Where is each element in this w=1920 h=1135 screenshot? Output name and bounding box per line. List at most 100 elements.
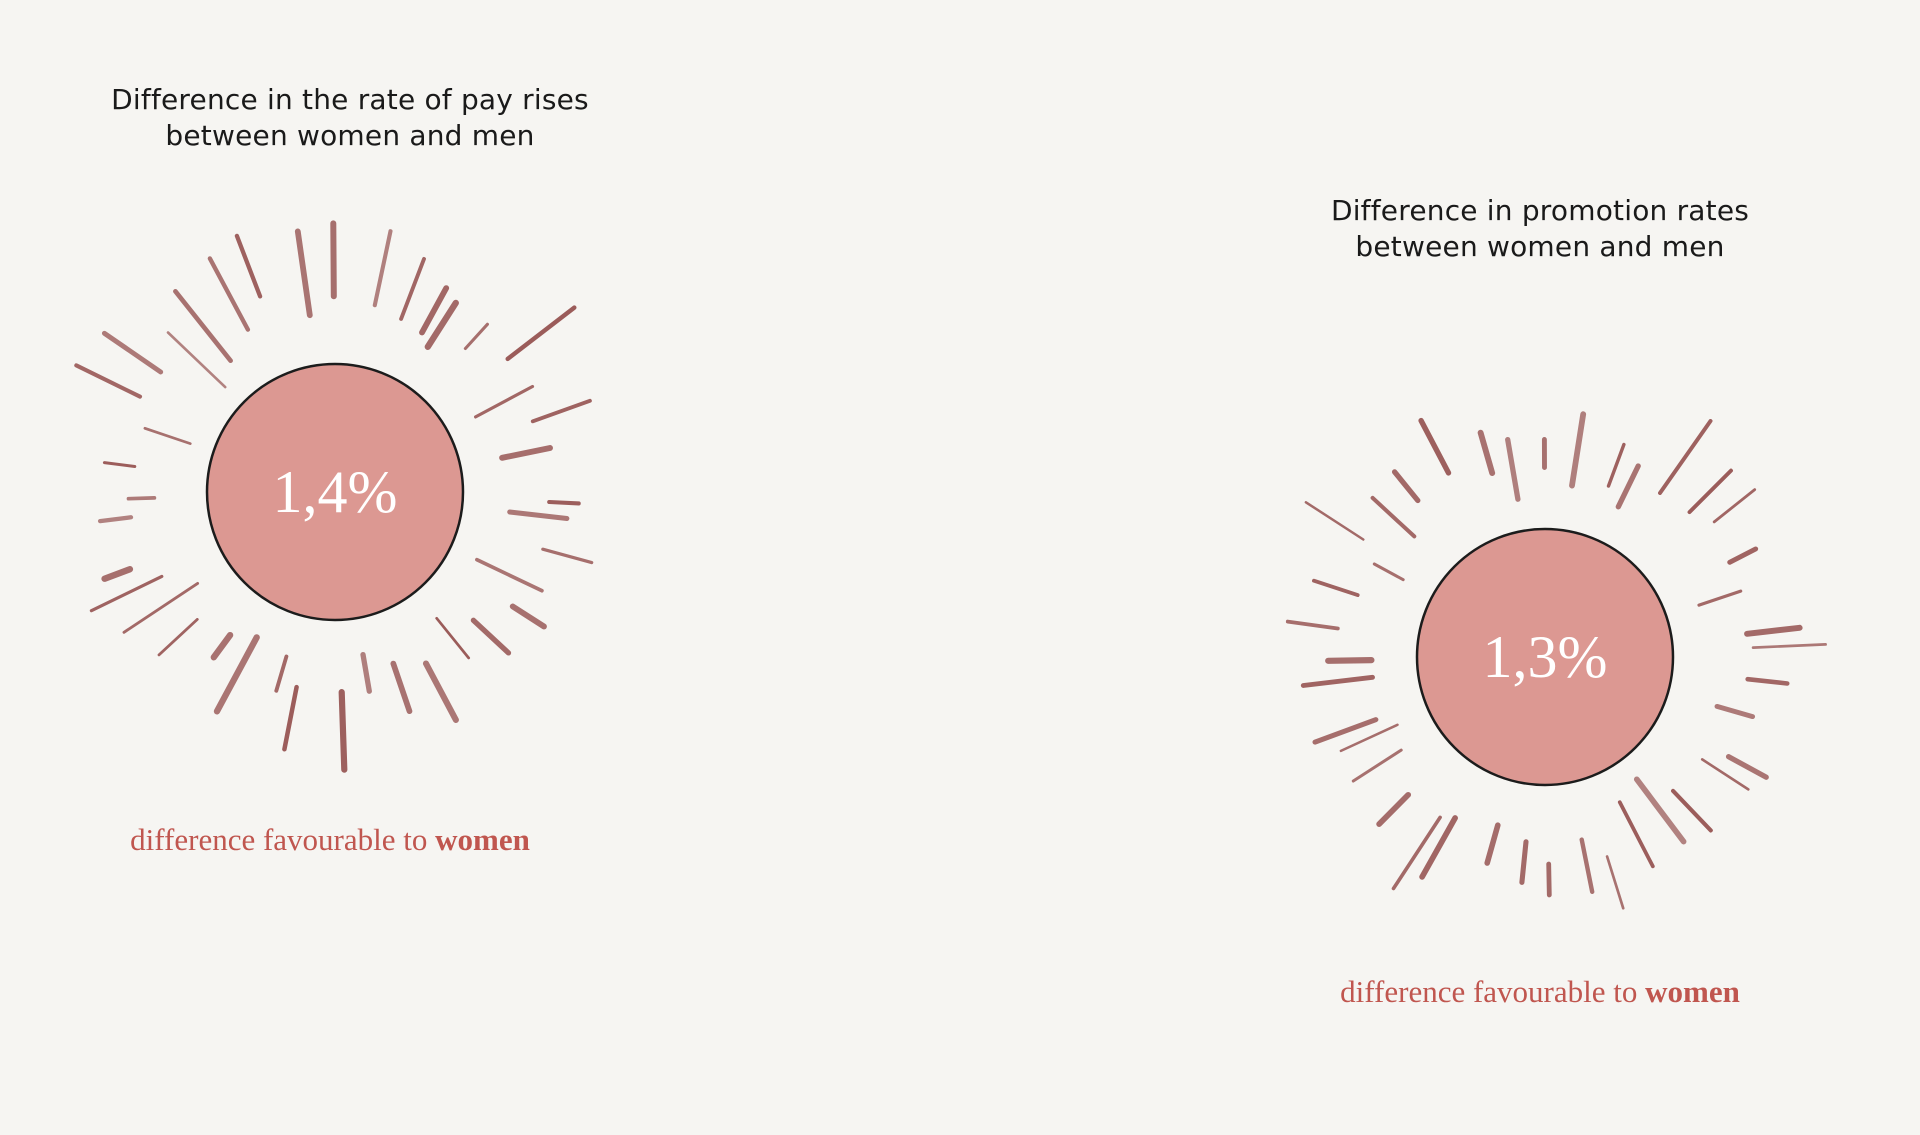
ray-stroke	[126, 496, 157, 501]
ray-stroke	[1658, 419, 1713, 495]
ray-stroke	[424, 299, 459, 350]
promotion-value: 1,3%	[1483, 624, 1608, 690]
ray-stroke	[338, 689, 348, 773]
pay-rise-sunburst: 1,4%	[30, 190, 670, 790]
ray-stroke	[213, 634, 260, 715]
pay-rise-sunburst-graphic: 1,4%	[74, 220, 594, 773]
ray-stroke	[1751, 643, 1827, 649]
ray-stroke	[143, 426, 192, 445]
ray-stroke	[360, 651, 372, 694]
ray-stroke	[1325, 657, 1375, 664]
ray-stroke	[234, 233, 263, 299]
ray-stroke	[274, 654, 289, 693]
ray-stroke	[419, 285, 450, 336]
ray-stroke	[97, 515, 134, 524]
ray-stroke	[1744, 624, 1803, 637]
ray-stroke	[1304, 501, 1365, 541]
ray-stroke	[1700, 758, 1750, 791]
ray-stroke	[1671, 788, 1713, 833]
ray-stroke	[1391, 469, 1421, 504]
ray-stroke	[101, 566, 134, 582]
ray-stroke	[1579, 837, 1595, 894]
ray-stroke	[399, 256, 426, 321]
pay-rise-caption-emphasis: women	[435, 822, 530, 857]
ray-stroke	[372, 229, 393, 308]
ray-stroke	[390, 660, 413, 715]
ray-stroke	[475, 557, 544, 593]
ray-stroke	[509, 603, 547, 630]
ray-stroke	[507, 509, 570, 521]
pay-rise-title: Difference in the rate of pay rises betw…	[60, 82, 640, 154]
ray-stroke	[1505, 436, 1521, 502]
ray-stroke	[1633, 776, 1687, 845]
ray-stroke	[1419, 815, 1458, 880]
ray-stroke	[1606, 442, 1626, 488]
ray-stroke	[470, 617, 512, 656]
ray-stroke	[1351, 748, 1403, 783]
ray-stroke	[1312, 717, 1379, 745]
ray-stroke	[330, 220, 337, 300]
ray-stroke	[1484, 822, 1501, 866]
ray-stroke	[547, 499, 581, 506]
ray-stroke	[422, 660, 459, 723]
ray-stroke	[1714, 703, 1756, 720]
ray-stroke	[210, 631, 234, 661]
ray-stroke	[1605, 855, 1625, 910]
ray-stroke	[102, 461, 137, 468]
ray-stroke	[101, 330, 164, 375]
pay-rise-card: Difference in the rate of pay rises betw…	[0, 0, 700, 900]
ray-stroke	[541, 547, 594, 565]
ray-stroke	[166, 331, 227, 389]
ray-stroke	[1615, 463, 1641, 510]
promotion-caption-text: difference favourable to	[1340, 974, 1646, 1009]
ray-stroke	[157, 617, 199, 657]
ray-stroke	[1546, 861, 1552, 898]
pay-rise-caption-text: difference favourable to	[130, 822, 436, 857]
pay-rise-caption: difference favourable to women	[60, 822, 600, 858]
promotion-title-line1: Difference in promotion rates	[1330, 194, 1750, 227]
ray-stroke	[1745, 676, 1790, 686]
ray-stroke	[122, 581, 200, 634]
ray-stroke	[173, 288, 233, 364]
ray-stroke	[1687, 468, 1733, 515]
promotion-title: Difference in promotion rates between wo…	[1250, 193, 1830, 265]
ray-stroke	[1712, 488, 1757, 524]
ray-stroke	[1372, 562, 1405, 582]
ray-stroke	[1569, 411, 1587, 489]
pay-rise-rays-icon	[74, 220, 594, 773]
ray-stroke	[1725, 754, 1769, 780]
promotion-rays-icon	[1285, 411, 1827, 910]
ray-stroke	[1391, 815, 1442, 891]
ray-stroke	[1376, 791, 1412, 827]
promotion-caption: difference favourable to women	[1270, 974, 1810, 1010]
promotion-circle	[1415, 527, 1675, 787]
ray-stroke	[530, 398, 592, 424]
ray-stroke	[1727, 546, 1759, 565]
ray-stroke	[1312, 578, 1360, 598]
promotion-sunburst: 1,3%	[1220, 355, 1860, 955]
ray-stroke	[1418, 417, 1452, 476]
ray-stroke	[474, 384, 535, 419]
pay-rise-circle	[205, 362, 465, 622]
ray-stroke	[435, 616, 471, 660]
pay-rise-title-line1: Difference in the rate of pay rises	[111, 83, 589, 116]
ray-stroke	[74, 363, 143, 399]
ray-stroke	[282, 684, 299, 752]
ray-stroke	[1300, 674, 1375, 688]
ray-stroke	[1477, 429, 1496, 477]
promotion-title-line2: between women and men	[1355, 230, 1725, 263]
ray-stroke	[1617, 800, 1655, 869]
ray-stroke	[1697, 589, 1743, 607]
ray-stroke	[499, 445, 553, 461]
promotion-card: Difference in promotion rates between wo…	[1220, 0, 1920, 1100]
pay-rise-title-line2: between women and men	[165, 119, 535, 152]
pay-rise-value: 1,4%	[273, 459, 398, 525]
ray-stroke	[207, 256, 251, 332]
ray-stroke	[463, 322, 489, 351]
ray-stroke	[505, 305, 577, 362]
promotion-caption-emphasis: women	[1645, 974, 1740, 1009]
ray-stroke	[1339, 723, 1399, 753]
ray-stroke	[89, 574, 164, 613]
ray-stroke	[1370, 495, 1417, 539]
promotion-sunburst-graphic: 1,3%	[1285, 411, 1827, 910]
